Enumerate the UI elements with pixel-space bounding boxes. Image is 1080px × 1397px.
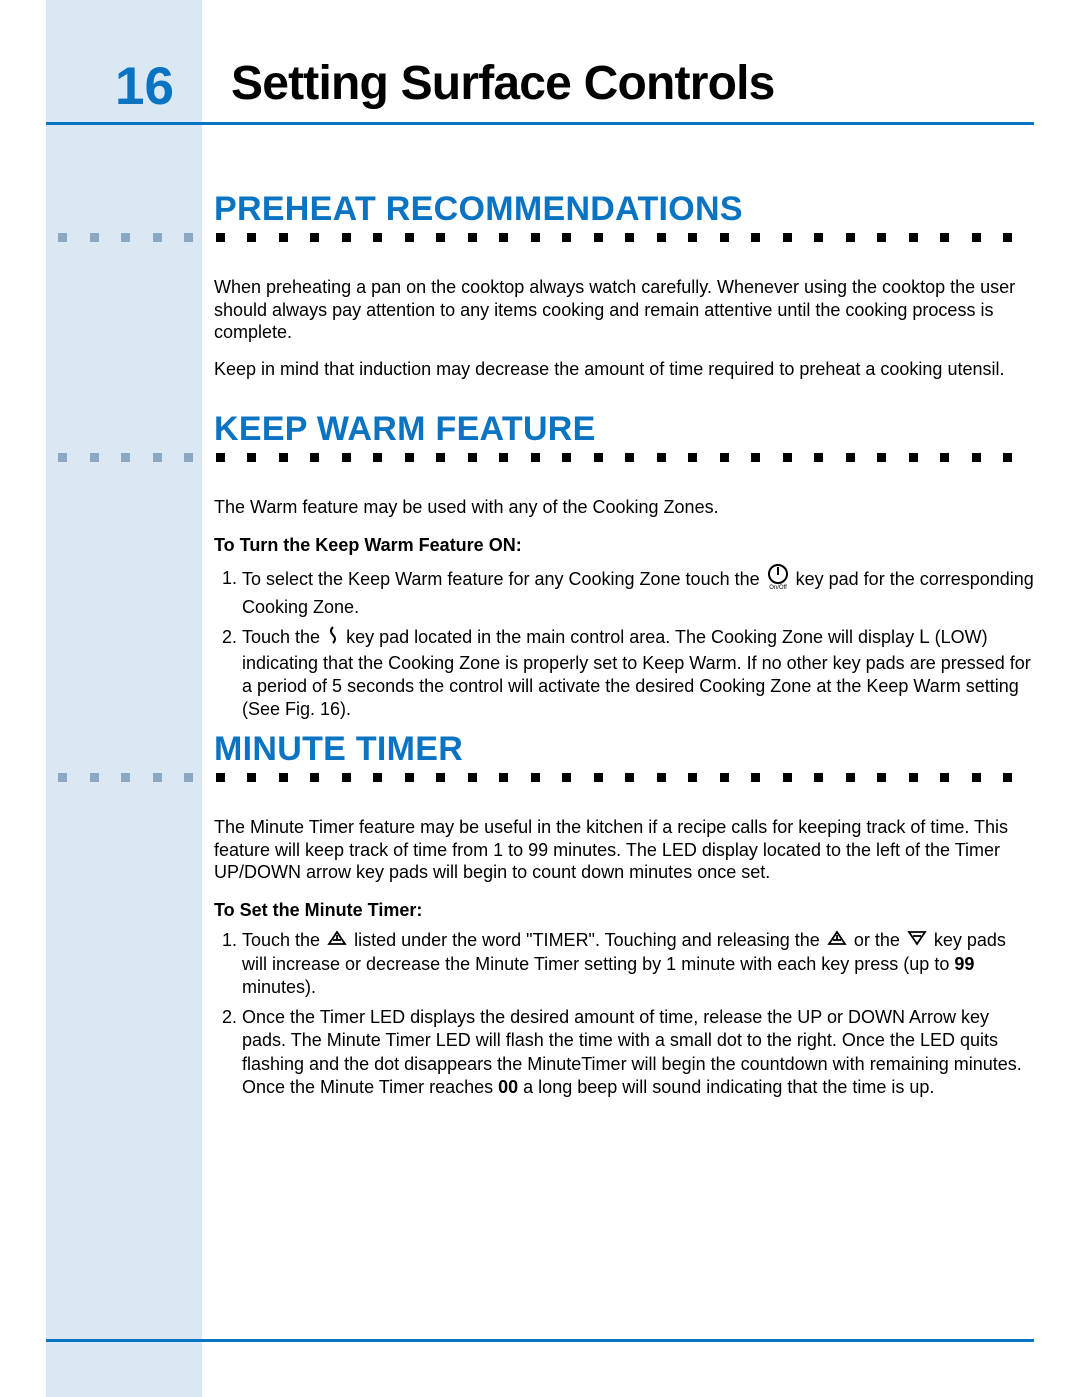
digits-00: 00 [498, 1077, 518, 1097]
section-preheat: PREHEAT RECOMMENDATIONS When preheating … [214, 190, 1034, 394]
display-L: L [919, 627, 930, 648]
bottom-rule [46, 1339, 1034, 1342]
dotted-divider [58, 773, 1034, 782]
down-arrow-icon [907, 929, 927, 953]
body-paragraph: The Warm feature may be used with any of… [214, 496, 1034, 519]
body-paragraph: The Minute Timer feature may be useful i… [214, 816, 1034, 884]
steps-list: Touch the listed under the word "TIMER".… [214, 929, 1034, 1100]
heat-wave-icon [327, 625, 339, 651]
page-number: 16 [115, 56, 174, 117]
list-item: Once the Timer LED displays the desired … [242, 1006, 1034, 1100]
left-sidebar [46, 0, 202, 1397]
section-heading: KEEP WARM FEATURE [214, 410, 1034, 449]
manual-page: 16 Setting Surface Controls PREHEAT RECO… [0, 0, 1080, 1397]
power-icon: On/Off [767, 564, 789, 596]
list-item: Touch the key pad located in the main co… [242, 625, 1034, 722]
dotted-divider [58, 453, 1034, 462]
section-minute-timer: MINUTE TIMER The Minute Timer feature ma… [214, 730, 1034, 1105]
digits-99: 99 [954, 954, 974, 974]
up-arrow-icon [327, 929, 347, 953]
list-item: Touch the listed under the word "TIMER".… [242, 929, 1034, 1000]
up-arrow-icon [827, 929, 847, 953]
sub-heading: To Set the Minute Timer: [214, 900, 1034, 921]
section-heading: PREHEAT RECOMMENDATIONS [214, 190, 1034, 229]
sub-heading: To Turn the Keep Warm Feature ON: [214, 535, 1034, 556]
steps-list: To select the Keep Warm feature for any … [214, 564, 1034, 722]
content-column: PREHEAT RECOMMENDATIONS When preheating … [202, 0, 1034, 1397]
section-heading: MINUTE TIMER [214, 730, 1034, 769]
section-keep-warm: KEEP WARM FEATURE The Warm feature may b… [214, 410, 1034, 728]
dotted-divider [58, 233, 1034, 242]
svg-text:On/Off: On/Off [769, 585, 787, 590]
body-paragraph: When preheating a pan on the cooktop alw… [214, 276, 1034, 344]
body-paragraph: Keep in mind that induction may decrease… [214, 358, 1034, 381]
list-item: To select the Keep Warm feature for any … [242, 564, 1034, 620]
